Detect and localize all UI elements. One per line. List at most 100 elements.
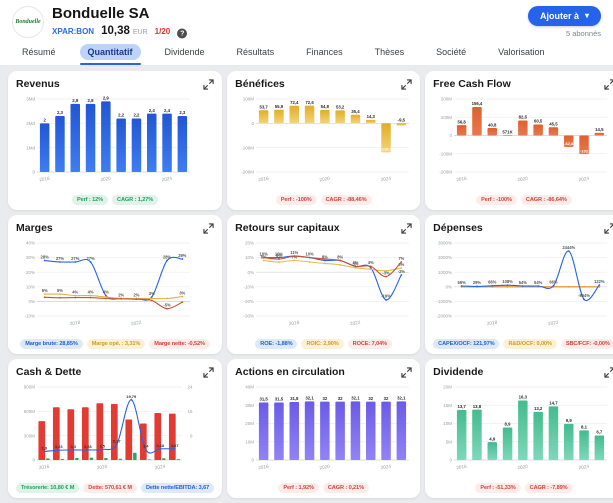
- svg-text:2024: 2024: [578, 464, 589, 470]
- svg-text:2: 2: [43, 118, 46, 123]
- svg-text:2016: 2016: [456, 176, 467, 182]
- svg-text:2020: 2020: [100, 176, 111, 182]
- stat-badge: ROCE: 7,04%: [347, 339, 392, 349]
- tab-quantitatif[interactable]: Quantitatif: [79, 41, 141, 65]
- svg-text:4%: 4%: [72, 289, 78, 294]
- tab-societe[interactable]: Société: [436, 47, 467, 57]
- svg-text:2444%: 2444%: [563, 245, 576, 250]
- svg-text:3,3: 3,3: [70, 444, 76, 449]
- svg-text:2,2: 2,2: [118, 113, 125, 118]
- svg-text:-119,3: -119,3: [381, 147, 393, 152]
- svg-text:72,6: 72,6: [306, 100, 315, 105]
- svg-text:-2000%: -2000%: [437, 314, 453, 319]
- svg-text:2,8: 2,8: [41, 445, 47, 450]
- cash-dette-chart: 0 300M 600M 900M 8 16 24 2016 2020 2024 2,8 3,23 3,3…: [24, 385, 193, 471]
- expand-icon[interactable]: [203, 222, 214, 234]
- badge-row: Perf : -100% CAGR : -86,64%: [433, 195, 613, 205]
- help-icon[interactable]: ?: [177, 28, 188, 39]
- svg-text:15M: 15M: [443, 403, 452, 408]
- tab-dividende[interactable]: Dividende: [164, 47, 205, 57]
- svg-text:24: 24: [187, 385, 193, 390]
- chart-card-depenses: Dépenses 3000% 2000% 1000% 0% -1000% -2000% 20…: [425, 215, 613, 354]
- svg-text:9,9: 9,9: [566, 418, 573, 423]
- badge-row: Perf : -100% CAGR : -88,46%: [235, 195, 412, 205]
- svg-text:16: 16: [187, 409, 193, 414]
- tab-resume[interactable]: Résumé: [22, 47, 56, 57]
- company-logo: Bonduelle: [12, 6, 44, 38]
- svg-text:0%: 0%: [446, 284, 453, 289]
- stat-badge: Dette nette/EBITDA: 3,67: [140, 483, 215, 493]
- svg-text:1000%: 1000%: [438, 270, 452, 275]
- stat-badge: CAGR : -7,89%: [524, 483, 573, 493]
- expand-icon[interactable]: [604, 222, 613, 234]
- svg-text:2018: 2018: [289, 320, 300, 326]
- stat-badge: CAGR : -86,64%: [520, 195, 572, 205]
- svg-text:30%: 30%: [26, 255, 35, 260]
- tab-finances[interactable]: Finances: [306, 47, 343, 57]
- svg-text:2024: 2024: [155, 464, 166, 470]
- svg-text:8%: 8%: [322, 254, 328, 259]
- tab-theses[interactable]: Thèses: [374, 47, 405, 57]
- chart-card-benefices: Bénéfices 100M 0 -100M -200M 2016 2020 2024 53,…: [227, 71, 421, 210]
- svg-text:10%: 10%: [245, 255, 254, 260]
- stat-badge: ROE: -1,88%: [255, 339, 298, 349]
- add-to-button-label: Ajouter à: [539, 11, 579, 21]
- svg-text:56%: 56%: [458, 280, 467, 285]
- stat-badge: CAPEX/OCF: 121,97%: [433, 339, 500, 349]
- expand-icon[interactable]: [203, 366, 214, 378]
- svg-text:20M: 20M: [245, 421, 254, 426]
- svg-text:2,4: 2,4: [149, 108, 156, 113]
- svg-text:0: 0: [252, 121, 255, 126]
- expand-icon[interactable]: [401, 222, 412, 234]
- svg-text:20M: 20M: [443, 385, 452, 390]
- svg-text:-3%: -3%: [383, 270, 391, 275]
- svg-text:20%: 20%: [26, 270, 35, 275]
- expand-icon[interactable]: [401, 366, 412, 378]
- svg-text:2020: 2020: [517, 464, 528, 470]
- svg-text:31,8: 31,8: [290, 396, 299, 401]
- svg-text:2024: 2024: [578, 176, 589, 182]
- svg-text:-200M: -200M: [439, 170, 452, 175]
- svg-text:122%: 122%: [594, 279, 605, 284]
- svg-text:14,5: 14,5: [595, 127, 604, 132]
- svg-text:-1000%: -1000%: [437, 299, 453, 304]
- svg-text:3Md: 3Md: [26, 97, 35, 102]
- chart-card-cash-dette: Cash & Dette 0 300M 600M 900M 8 16 24 2016 2020 2…: [8, 359, 223, 498]
- svg-text:2022: 2022: [350, 320, 361, 326]
- svg-text:40,8: 40,8: [488, 122, 497, 127]
- svg-text:2022: 2022: [548, 320, 559, 326]
- tab-resultats[interactable]: Résultats: [236, 47, 275, 57]
- svg-text:5,17: 5,17: [113, 438, 122, 443]
- svg-text:4%: 4%: [353, 260, 359, 265]
- expand-icon[interactable]: [604, 366, 613, 378]
- svg-text:2016: 2016: [39, 176, 50, 182]
- svg-text:54%: 54%: [534, 280, 543, 285]
- svg-text:31,5: 31,5: [275, 397, 284, 402]
- svg-text:4%: 4%: [103, 289, 109, 294]
- chart-title: Marges: [16, 222, 53, 234]
- expand-icon[interactable]: [401, 78, 412, 90]
- svg-text:31,5: 31,5: [260, 397, 269, 402]
- depenses-chart: 3000% 2000% 1000% 0% -1000% -2000% 2018 2022 56%…: [437, 241, 608, 326]
- charts-grid: Revenus 0 1Md 2Md 3Md 2016 2020 2024 2 2,3 2,8 2,8…: [0, 66, 613, 503]
- chart-card-marges: Marges 40% 30% 20% 10% 0% -10% 2018 2022 28% 27% 2…: [8, 215, 223, 354]
- svg-text:2016: 2016: [258, 464, 269, 470]
- badge-row: CAPEX/OCF: 121,97% R&D/OCF: 0,00% SBC/FCF:…: [433, 339, 613, 349]
- svg-text:14,3: 14,3: [367, 114, 376, 119]
- expand-icon[interactable]: [604, 78, 613, 90]
- svg-text:66%: 66%: [549, 280, 558, 285]
- chart-card-revenus: Revenus 0 1Md 2Md 3Md 2016 2020 2024 2 2,3 2,8 2,8…: [8, 71, 223, 210]
- svg-text:27%: 27%: [86, 256, 95, 261]
- tab-valorisation[interactable]: Valorisation: [498, 47, 545, 57]
- svg-text:10M: 10M: [443, 421, 452, 426]
- expand-icon[interactable]: [203, 78, 214, 90]
- add-to-button[interactable]: Ajouter à ▾: [527, 6, 601, 26]
- svg-text:2020: 2020: [517, 176, 528, 182]
- svg-text:2020: 2020: [319, 176, 330, 182]
- svg-text:8%: 8%: [337, 254, 343, 259]
- stat-badge: CAGR : 1,27%: [112, 195, 159, 205]
- badge-row: Perf : -51,33% CAGR : -7,89%: [433, 483, 613, 493]
- subscribers-count: 5 abonnés: [565, 29, 601, 38]
- stat-badge: Perf : -100%: [275, 195, 317, 205]
- svg-text:2,3: 2,3: [57, 110, 64, 115]
